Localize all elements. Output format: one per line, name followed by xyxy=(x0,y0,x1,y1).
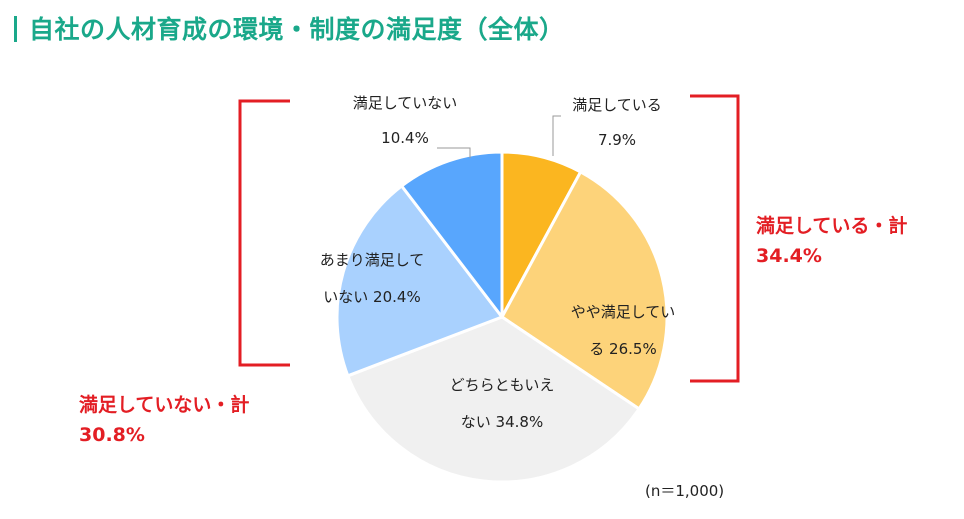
slice-label-5-line-2: 10.4% xyxy=(381,129,429,147)
slice-label-1-line-1: 満足している xyxy=(572,96,662,114)
leader-line-1 xyxy=(552,115,561,156)
slice-label-1-line-2: 7.9% xyxy=(598,131,636,149)
sample-size-note: (n＝1,000) xyxy=(645,482,724,500)
satisfied-total-label: 満足している・計 xyxy=(756,214,907,237)
unsatisfied-bracket xyxy=(238,99,290,367)
pie-slices xyxy=(335,150,669,484)
leader-lines xyxy=(437,115,561,158)
slice-label-4-line-2: いない 20.4% xyxy=(323,288,420,306)
leader-line-5 xyxy=(437,147,471,158)
unsatisfied-total-label: 満足していない・計 xyxy=(79,393,249,416)
pie-slice-3 xyxy=(346,315,641,484)
slice-label-2-line-2: る 26.5% xyxy=(589,340,656,358)
pie-slice-4 xyxy=(335,184,504,378)
pie-slice-5 xyxy=(400,150,504,319)
slice-label-5-line-1: 満足していない xyxy=(353,94,458,112)
slice-label-2-line-1: やや満足してい xyxy=(571,303,676,321)
title-accent-bar xyxy=(14,16,17,42)
slice-label-3-line-1: どちらともいえ xyxy=(450,376,555,394)
pie-slice-2 xyxy=(500,170,669,411)
page-title: 自社の人材育成の環境・制度の満足度（全体） xyxy=(14,10,565,46)
slice-label-4-line-1: あまり満足して xyxy=(320,251,425,269)
unsatisfied-total-value: 30.8% xyxy=(79,424,145,446)
page-title-text: 自社の人材育成の環境・制度の満足度（全体） xyxy=(29,15,565,44)
satisfied-total-value: 34.4% xyxy=(756,245,822,267)
slice-label-3-line-2: ない 34.8% xyxy=(461,413,543,431)
satisfied-bracket xyxy=(690,94,740,383)
